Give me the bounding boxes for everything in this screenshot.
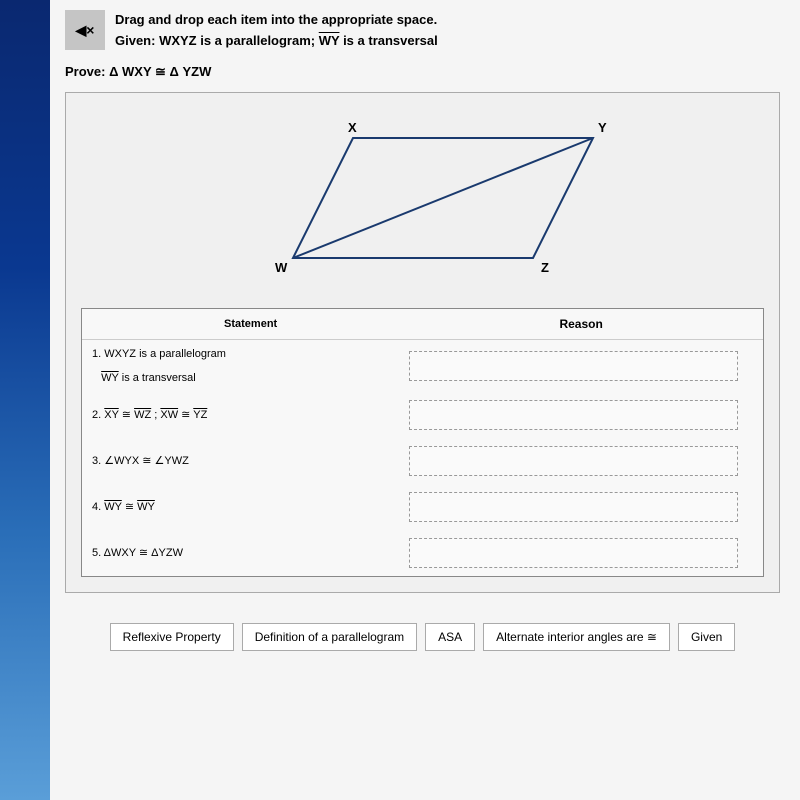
- prove-text: Prove: Δ WXY ≅ Δ YZW: [65, 64, 780, 80]
- header-text: Drag and drop each item into the appropr…: [115, 10, 438, 52]
- header-statement: Statement: [92, 318, 409, 330]
- drop-zone-3[interactable]: [409, 446, 738, 476]
- drop-zone-2[interactable]: [409, 400, 738, 430]
- instruction-text: Drag and drop each item into the appropr…: [115, 10, 438, 31]
- given-text: Given: WXYZ is a parallelogram; WY is a …: [115, 31, 438, 52]
- drop-zone-5[interactable]: [409, 538, 738, 568]
- main-content: ◀× Drag and drop each item into the appr…: [50, 0, 800, 800]
- header: ◀× Drag and drop each item into the appr…: [65, 10, 780, 52]
- drag-item-alternate[interactable]: Alternate interior angles are ≅: [483, 623, 670, 651]
- header-reason: Reason: [409, 317, 753, 331]
- drag-items-tray: Reflexive Property Definition of a paral…: [65, 623, 780, 651]
- table-row: 4. WY ≅ WY: [82, 484, 763, 530]
- sidebar-gradient: [0, 0, 50, 800]
- drag-item-given[interactable]: Given: [678, 623, 735, 651]
- table-row: 1. WXYZ is a parallelogram WY is a trans…: [82, 340, 763, 392]
- mute-icon[interactable]: ◀×: [65, 10, 105, 50]
- table-row: 3. ∠WYX ≅ ∠YWZ: [82, 438, 763, 484]
- svg-text:W: W: [275, 260, 288, 275]
- table-header-row: Statement Reason: [82, 309, 763, 340]
- drag-item-asa[interactable]: ASA: [425, 623, 475, 651]
- statement-3: 3. ∠WYX ≅ ∠YWZ: [92, 454, 409, 467]
- svg-text:X: X: [348, 120, 357, 135]
- statement-5: 5. ΔWXY ≅ ΔYZW: [92, 546, 409, 559]
- table-row: 5. ΔWXY ≅ ΔYZW: [82, 530, 763, 576]
- proof-area: X Y Z W Statement Reason 1. WXYZ is a pa…: [65, 92, 780, 593]
- svg-text:Y: Y: [598, 120, 607, 135]
- drag-item-definition[interactable]: Definition of a parallelogram: [242, 623, 417, 651]
- statement-4: 4. WY ≅ WY: [92, 500, 409, 513]
- drop-zone-4[interactable]: [409, 492, 738, 522]
- table-row: 2. XY ≅ WZ ; XW ≅ YZ: [82, 392, 763, 438]
- statement-2: 2. XY ≅ WZ ; XW ≅ YZ: [92, 408, 409, 421]
- app-container: ◀× Drag and drop each item into the appr…: [0, 0, 800, 800]
- parallelogram-diagram: X Y Z W: [193, 118, 653, 288]
- drag-item-reflexive[interactable]: Reflexive Property: [110, 623, 234, 651]
- drop-zone-1[interactable]: [409, 351, 738, 381]
- proof-table: Statement Reason 1. WXYZ is a parallelog…: [81, 308, 764, 577]
- statement-1: 1. WXYZ is a parallelogram WY is a trans…: [92, 348, 409, 384]
- svg-text:Z: Z: [541, 260, 549, 275]
